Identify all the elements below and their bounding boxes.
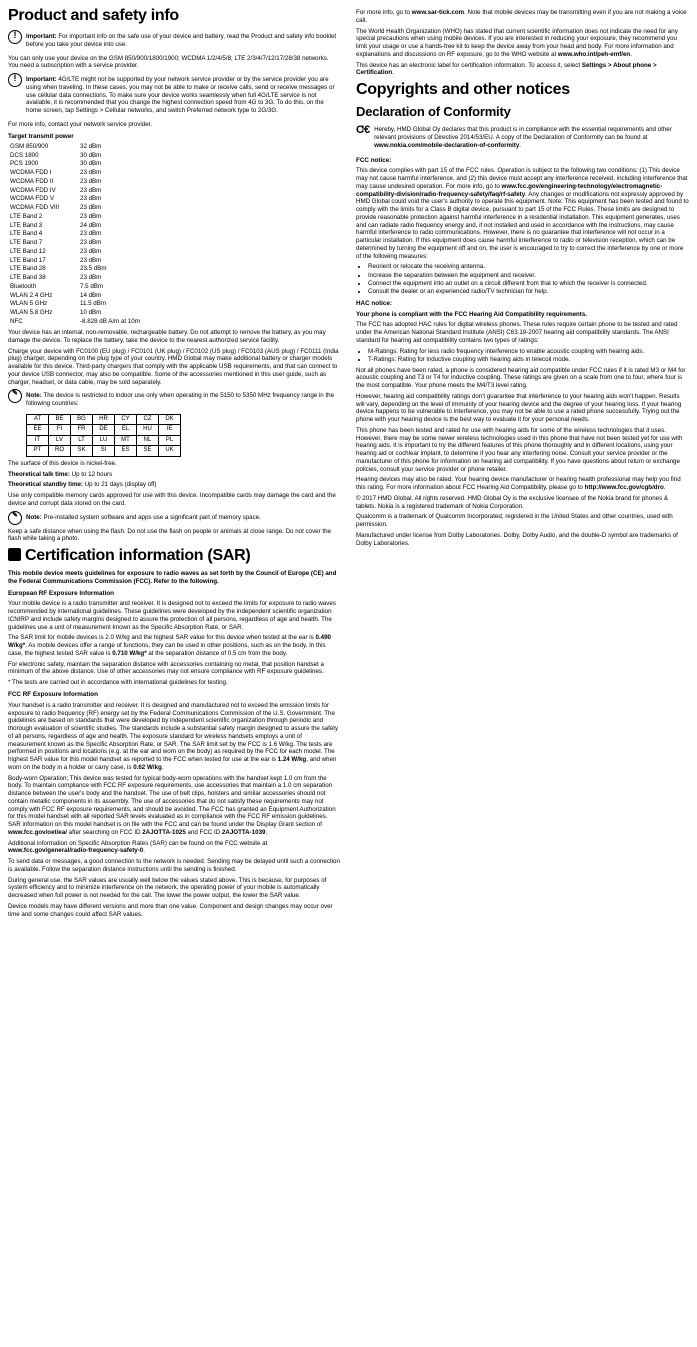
fcc-rf-p6: Device models may have different version…: [8, 903, 340, 919]
talk-time: Theoretical talk time: Up to 12 hours: [8, 471, 340, 479]
fcc-rf-heading: FCC RF Exposure Information: [8, 691, 340, 699]
fcc-rf-p5: During general use, the SAR values are u…: [8, 877, 340, 900]
list-item: Increase the separation between the equi…: [368, 272, 689, 280]
hac-ratings-list: M-Ratings: Rating for less radio frequen…: [368, 348, 689, 364]
eu-rf-p4: * The tests are carried out in accordanc…: [8, 679, 340, 687]
note-frequency-text: Note: The device is restricted to indoor…: [26, 392, 340, 408]
right-column: For more info, go to www.sar-tick.com. N…: [348, 0, 697, 1347]
ce-icon: C€: [356, 123, 370, 137]
table-row: DCS 180030 dBm: [8, 151, 142, 160]
copyrights-heading: Copyrights and other notices: [356, 80, 689, 100]
hac-p1: The FCC has adopted HAC rules for digita…: [356, 321, 689, 344]
list-item: M-Ratings: Rating for less radio frequen…: [368, 348, 689, 356]
table-row: LTE Band 2823.5 dBm: [8, 265, 142, 274]
sar-heading: Certification information (SAR): [8, 546, 340, 566]
who-text: The World Health Organization (WHO) has …: [356, 28, 689, 59]
copyright-3: Manufactured under license from Dolby La…: [356, 532, 689, 548]
fcc-measures-list: Reorient or relocate the receiving anten…: [368, 263, 689, 296]
list-item: Consult the dealer or an experienced rad…: [368, 288, 689, 296]
table-row: WCDMA FDD I23 dBm: [8, 169, 142, 178]
warning-icon: [8, 73, 22, 87]
table-row: ATBEBGHRCYCZDK: [27, 414, 181, 425]
table-row: LTE Band 223 dBm: [8, 212, 142, 221]
fcc-rf-p4: To send data or messages, a good connect…: [8, 858, 340, 874]
hac-p4: This phone has been tested and rated for…: [356, 427, 689, 474]
sar-subheading: This mobile device meets guidelines for …: [8, 570, 340, 586]
eu-rf-heading: European RF Exposure Information: [8, 590, 340, 598]
hac-p5: Hearing devices may also be rated. Your …: [356, 476, 689, 492]
note-memory-text: Note: Pre-installed system software and …: [26, 514, 261, 522]
table-row: WCDMA FDD IV23 dBm: [8, 186, 142, 195]
nickel-text: The surface of this device is nickel-fre…: [8, 460, 340, 468]
battery-text: Your device has an internal, non-removab…: [8, 329, 340, 345]
important-1-text: Important: For important info on the saf…: [26, 33, 340, 49]
table-row: WLAN 2.4 GHz14 dBm: [8, 291, 142, 300]
table-row: GSM 850/90032 dBm: [8, 142, 142, 151]
table-row: LTE Band 1223 dBm: [8, 247, 142, 256]
declaration-heading: Declaration of Conformity: [356, 104, 689, 120]
table-row: EEFIFRDEELHUIE: [27, 425, 181, 436]
list-item: Reorient or relocate the receiving anten…: [368, 263, 689, 271]
table-row: ITLVLTLUMTNLPL: [27, 435, 181, 446]
table-row: WCDMA FDD V23 dBm: [8, 195, 142, 204]
transmit-power-heading: Target transmit power: [8, 133, 340, 141]
note-icon: [8, 389, 22, 403]
copyright-1: © 2017 HMD Global. All rights reserved. …: [356, 495, 689, 511]
flash-text: Keep a safe distance when using the flas…: [8, 528, 340, 544]
table-row: WCDMA FDD VIII23 dBm: [8, 204, 142, 213]
table-row: WLAN 5 GHz11.5 dBm: [8, 300, 142, 309]
ce-declaration: C€ Hereby, HMD Global Oy declares that t…: [356, 123, 689, 152]
sartick-text: For more info, go to www.sar-tick.com. N…: [356, 9, 689, 25]
ce-text: Hereby, HMD Global Oy declares that this…: [374, 126, 689, 149]
important-2: Important: 4G/LTE might not be supported…: [8, 73, 340, 118]
table-row: WLAN 5.8 GHz10 dBm: [8, 309, 142, 318]
table-row: LTE Band 324 dBm: [8, 221, 142, 230]
note-frequency: Note: The device is restricted to indoor…: [8, 389, 340, 411]
table-row: PTROSKSIESSEUK: [27, 446, 181, 457]
hac-p3: However, hearing aid compatibility ratin…: [356, 393, 689, 424]
fcc-rf-p3: Additional information on Specific Absor…: [8, 840, 340, 856]
table-row: PCS 190030 dBm: [8, 160, 142, 169]
countries-table: ATBEBGHRCYCZDKEEFIFRDEELHUIEITLVLTLUMTNL…: [26, 414, 181, 457]
fcc-notice-p1: This device complies with part 15 of the…: [356, 167, 689, 260]
hac-notice-heading: HAC notice:: [356, 300, 689, 308]
fcc-rf-p1: Your handset is a radio transmitter and …: [8, 702, 340, 772]
table-row: LTE Band 423 dBm: [8, 230, 142, 239]
table-row: LTE Band 3823 dBm: [8, 274, 142, 283]
eu-rf-p1: Your mobile device is a radio transmitte…: [8, 600, 340, 631]
standby-time: Theoretical standby time: Up to 21 days …: [8, 481, 340, 489]
table-row: WCDMA FDD II23 dBm: [8, 177, 142, 186]
fcc-rf-p2: Body-worn Operation; This device was tes…: [8, 775, 340, 837]
important-1: Important: For important info on the saf…: [8, 30, 340, 52]
left-column: Product and safety info Important: For i…: [0, 0, 348, 1347]
memory-cards-text: Use only compatible memory cards approve…: [8, 492, 340, 508]
hac-p2: Not all phones have been rated, a phone …: [356, 367, 689, 390]
warning-icon: [8, 30, 22, 44]
eu-rf-p3: For electronic safety, maintain the sepa…: [8, 661, 340, 677]
list-item: T-Ratings: Rating for inductive coupling…: [368, 356, 689, 364]
note-memory: Note: Pre-installed system software and …: [8, 511, 340, 525]
copyright-2: Qualcomm is a trademark of Qualcomm Inco…: [356, 513, 689, 529]
list-item: Connect the equipment into an outlet on …: [368, 280, 689, 288]
table-row: NFC-8.828 dB A/m at 10m: [8, 317, 142, 326]
fcc-notice-heading: FCC notice:: [356, 157, 689, 165]
table-row: LTE Band 1723 dBm: [8, 256, 142, 265]
gsm-networks-text: You can only use your device on the GSM …: [8, 55, 340, 71]
important-2-text: Important: 4G/LTE might not be supported…: [26, 76, 340, 115]
transmit-power-table: GSM 850/90032 dBmDCS 180030 dBmPCS 19003…: [8, 142, 142, 326]
note-icon: [8, 511, 22, 525]
cert-label-text: This device has an electronic label for …: [356, 62, 689, 78]
hac-compliant-text: Your phone is compliant with the FCC Hea…: [356, 311, 689, 319]
more-info-text: For more info, contact your network serv…: [8, 121, 340, 129]
product-safety-heading: Product and safety info: [8, 6, 340, 26]
eu-rf-p2: The SAR limit for mobile devices is 2.0 …: [8, 634, 340, 657]
table-row: LTE Band 723 dBm: [8, 239, 142, 248]
charger-text: Charge your device with FC0100 (EU plug)…: [8, 348, 340, 387]
table-row: Bluetooth7.5 dBm: [8, 282, 142, 291]
